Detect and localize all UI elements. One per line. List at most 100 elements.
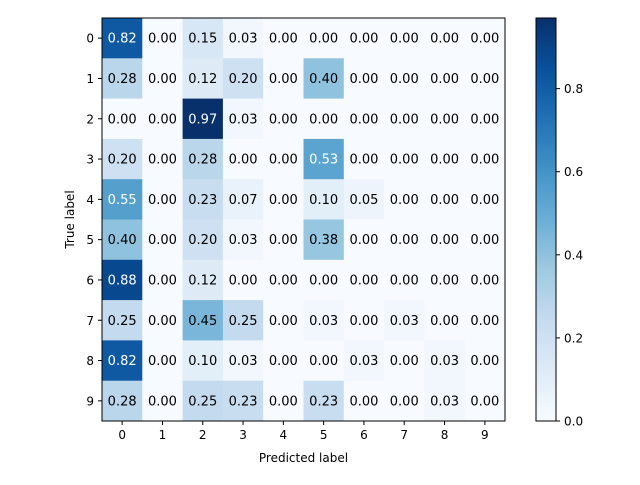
cell-value-label: 0.00 [390, 394, 419, 409]
heatmap-cell [384, 340, 425, 382]
heatmap-cell [263, 380, 304, 422]
cell-value-label: 0.28 [188, 153, 217, 168]
cell-value-label: 0.00 [470, 112, 499, 127]
heatmap-cell [102, 380, 143, 422]
cell-value-labels: 0.82 0.00 0.15 0.03 0.00 0.00 0.00 0.00 0.00 0.00… [108, 32, 500, 410]
cell-value-label: 0.00 [390, 233, 419, 248]
cell-value-label: 0.00 [148, 354, 177, 369]
heatmap-cell [263, 18, 304, 59]
heatmap-cell [464, 380, 506, 422]
cell-value-label: 0.00 [390, 193, 419, 208]
cell-value-label: 0.00 [269, 72, 298, 87]
cell-value-label: 0.05 [349, 193, 378, 208]
heatmap-cell [384, 380, 425, 422]
heatmap-cell [384, 138, 425, 180]
x-axis-ticks: 0 1 2 3 4 5 6 7 8 9 [118, 421, 489, 442]
heatmap-cell [142, 300, 184, 341]
cell-value-label: 0.00 [309, 32, 338, 47]
heatmap-cell [384, 259, 425, 301]
cell-value-label: 0.00 [470, 233, 499, 248]
cell-value-label: 0.00 [349, 112, 378, 127]
colorbar-tick-label: 0.6 [564, 165, 583, 179]
heatmap-cell [263, 179, 304, 220]
cell-value-label: 0.10 [309, 193, 338, 208]
heatmap-cell [102, 18, 143, 59]
heatmap-cell [142, 380, 184, 422]
cell-value-label: 0.00 [430, 72, 459, 87]
cell-value-label: 0.00 [349, 153, 378, 168]
heatmap-cell [142, 179, 184, 220]
heatmap-cell [222, 259, 264, 301]
cell-value-label: 0.00 [229, 273, 258, 288]
x-tick-label: 2 [199, 428, 207, 442]
heatmap-cell [343, 179, 385, 220]
heatmap-cell [303, 58, 345, 100]
heatmap-cell [303, 18, 345, 59]
heatmap-cell [343, 58, 385, 100]
colorbar-tick-label: 0.8 [564, 82, 583, 96]
heatmap-cell [343, 300, 385, 341]
cell-value-label: 0.00 [269, 233, 298, 248]
heatmap-cell [263, 340, 304, 382]
cell-value-label: 0.00 [349, 72, 378, 87]
x-tick-label: 9 [481, 428, 489, 442]
cell-value-label: 0.97 [188, 112, 217, 127]
cell-value-label: 0.00 [430, 193, 459, 208]
cell-value-label: 0.00 [148, 32, 177, 47]
cell-value-label: 0.00 [390, 273, 419, 288]
y-tick-label: 1 [86, 72, 94, 86]
cell-value-label: 0.00 [430, 153, 459, 168]
heatmap-cell [142, 98, 184, 140]
y-tick-label: 2 [86, 112, 94, 126]
cell-value-label: 0.00 [269, 32, 298, 47]
heatmap-cell [142, 58, 184, 100]
heatmap-cell [102, 259, 143, 301]
cell-value-label: 0.00 [430, 233, 459, 248]
cell-value-label: 0.00 [390, 72, 419, 87]
heatmap-cell [182, 179, 224, 220]
y-tick-label: 0 [86, 32, 94, 46]
cell-value-label: 0.00 [229, 153, 258, 168]
heatmap-cell [303, 219, 345, 261]
heatmap-cell [222, 340, 264, 382]
heatmap-cell [424, 58, 466, 100]
cell-value-label: 0.00 [390, 153, 419, 168]
cell-value-label: 0.23 [188, 193, 217, 208]
heatmap-cell [343, 259, 385, 301]
cell-value-label: 0.00 [309, 112, 338, 127]
cell-value-label: 0.25 [108, 314, 137, 329]
y-tick-label: 4 [86, 193, 94, 207]
colorbar-tick-label: 0.2 [564, 331, 583, 345]
heatmap-cell [142, 18, 184, 59]
cell-value-label: 0.40 [309, 72, 338, 87]
cell-value-label: 0.55 [108, 193, 137, 208]
cell-value-label: 0.20 [108, 153, 137, 168]
heatmap-cell [464, 58, 506, 100]
heatmap-cell [182, 300, 224, 341]
x-tick-label: 7 [400, 428, 408, 442]
heatmap-cell [384, 179, 425, 220]
heatmap-cell [343, 340, 385, 382]
heatmap-cell [384, 18, 425, 59]
heatmap-cell [343, 138, 385, 180]
cell-value-label: 0.03 [349, 354, 378, 369]
colorbar-gradient [536, 18, 556, 421]
heatmap-cell [263, 138, 304, 180]
cell-value-label: 0.00 [430, 314, 459, 329]
heatmap-cell [384, 58, 425, 100]
heatmap-cell [182, 18, 224, 59]
heatmap-cell [263, 219, 304, 261]
cell-value-label: 0.00 [269, 314, 298, 329]
cell-value-label: 0.88 [108, 273, 137, 288]
heatmap-cell [464, 259, 506, 301]
heatmap-cell [424, 219, 466, 261]
cell-value-label: 0.15 [188, 32, 217, 47]
cell-value-label: 0.00 [430, 32, 459, 47]
cell-value-label: 0.03 [229, 233, 258, 248]
cell-value-label: 0.00 [349, 394, 378, 409]
cell-value-label: 0.00 [349, 233, 378, 248]
cell-value-label: 0.00 [148, 273, 177, 288]
cell-value-label: 0.23 [229, 394, 258, 409]
heatmap-cell [424, 259, 466, 301]
